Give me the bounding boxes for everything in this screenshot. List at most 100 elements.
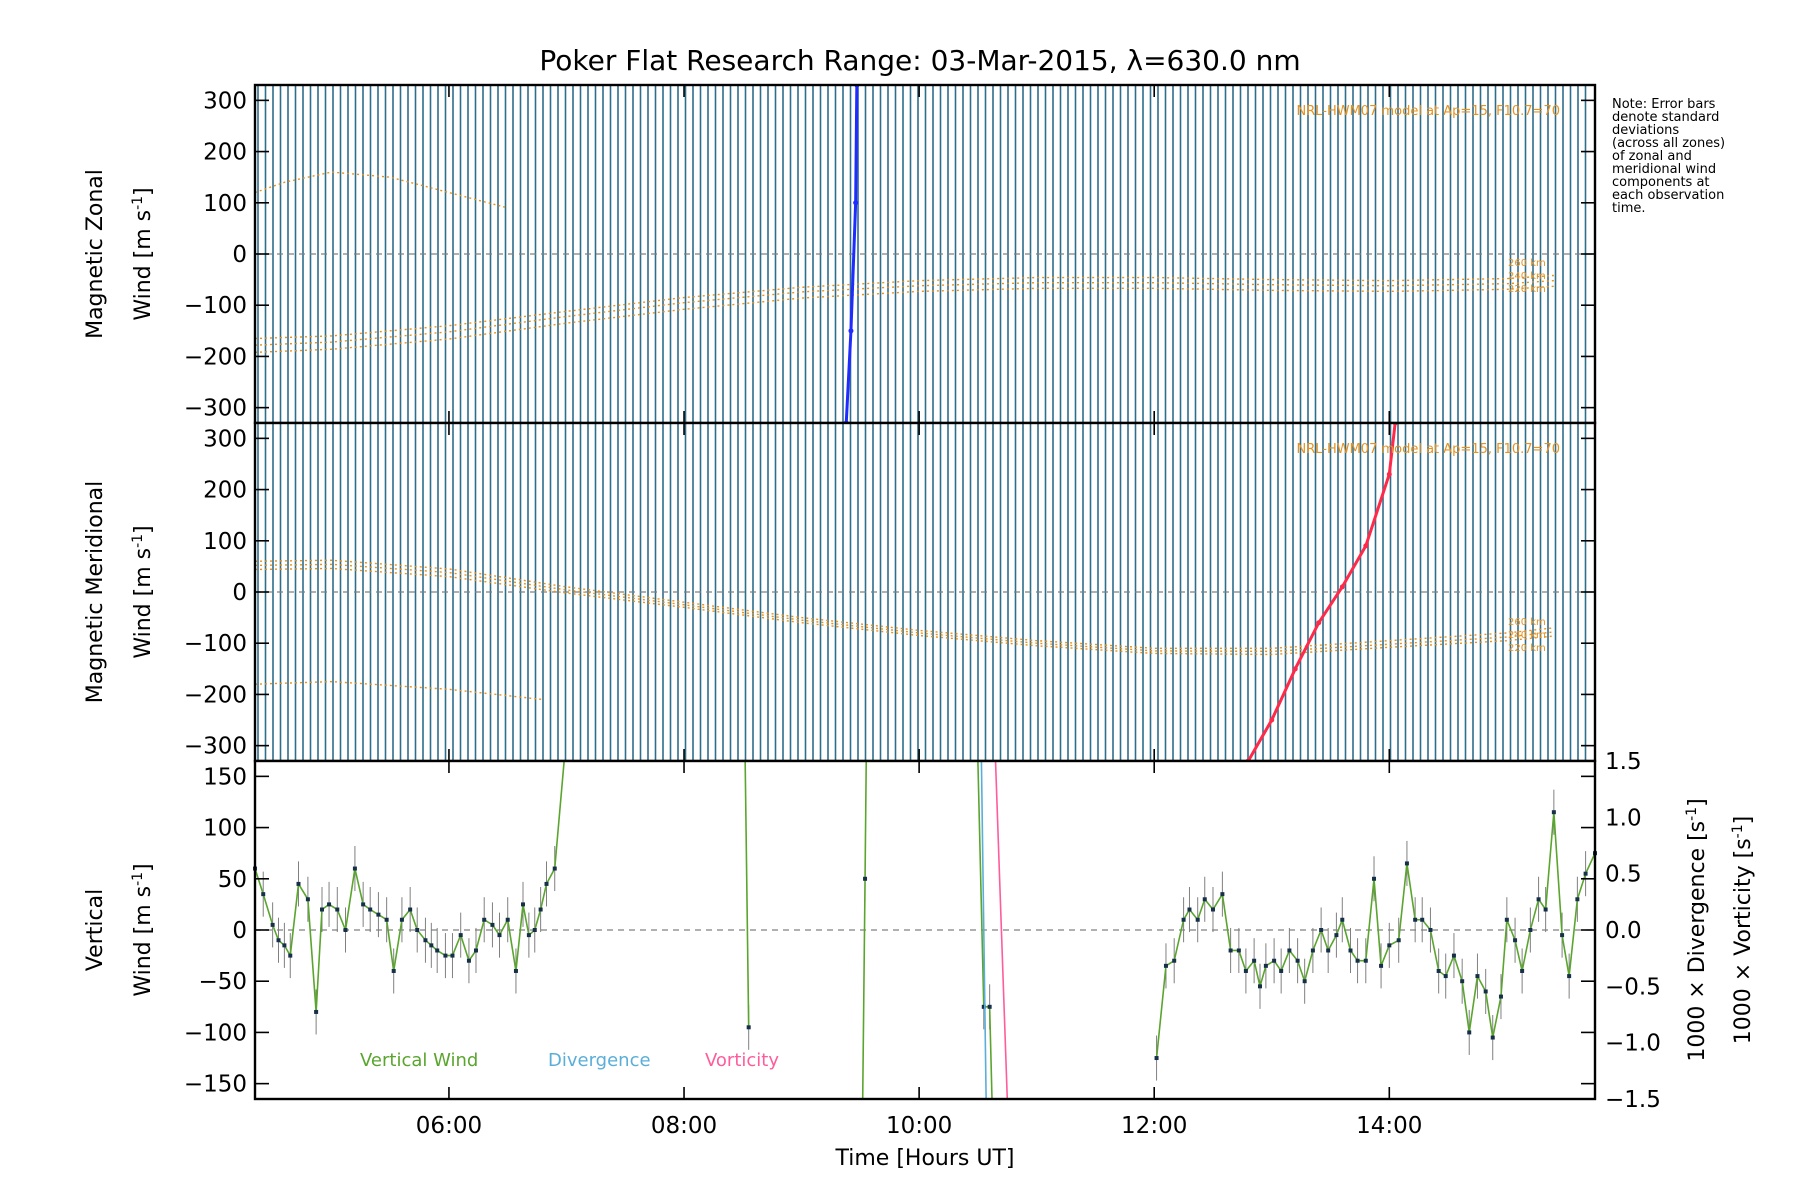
vertical-wind-point bbox=[352, 866, 357, 871]
vertical-wind-point bbox=[1567, 974, 1572, 979]
vertical-wind-point bbox=[450, 953, 455, 958]
y2-tick-label: −0.5 bbox=[1605, 974, 1661, 1000]
divergence-line bbox=[980, 761, 987, 1099]
vorticity-axis-label: 1000 × Vorticity [s-1] bbox=[1730, 816, 1756, 1044]
altitude-label: 260 km bbox=[1508, 258, 1546, 269]
vertical-wind-line bbox=[744, 761, 750, 1028]
vertical-wind-point bbox=[1258, 984, 1262, 989]
note-line: Note: Error bars bbox=[1612, 97, 1716, 112]
vertical-wind-point bbox=[482, 917, 487, 922]
model-label: NRL-HWM07 model at Ap=15, F10.7=70 bbox=[1297, 442, 1561, 457]
vertical-wind-point bbox=[1387, 943, 1392, 948]
vertical-wind-point bbox=[1436, 968, 1441, 973]
vertical-wind-point bbox=[505, 917, 510, 922]
x-tick-label: 12:00 bbox=[1121, 1113, 1187, 1139]
trace-point bbox=[1269, 717, 1275, 723]
vertical-wind-point bbox=[513, 968, 518, 973]
vertical-wind-point bbox=[1287, 948, 1292, 953]
meridional-wind-panel: 300 200 100 0 −100 −200 −300 NRL-HWM07 model at… bbox=[83, 421, 1597, 763]
vertical-wind-point bbox=[1295, 958, 1300, 963]
vertical-wind-point bbox=[1210, 907, 1215, 912]
vertical-wind-point bbox=[1451, 953, 1456, 958]
vertical-wind-point bbox=[1340, 917, 1345, 922]
vertical-wind-point bbox=[1513, 938, 1518, 943]
vertical-wind-point bbox=[423, 938, 428, 943]
vertical-wind-point bbox=[1443, 974, 1448, 979]
y-axis-label-line1: Magnetic Zonal bbox=[83, 169, 108, 339]
legend-entry: Divergence bbox=[548, 1050, 651, 1071]
vertical-wind-point bbox=[1220, 892, 1225, 897]
note-line: time. bbox=[1612, 201, 1646, 216]
y-tick-label: 300 bbox=[203, 426, 247, 452]
y-tick-label: 50 bbox=[218, 867, 247, 893]
vertical-wind-point bbox=[1319, 928, 1324, 932]
vertical-wind-point bbox=[276, 938, 281, 943]
vertical-wind-point bbox=[435, 948, 440, 953]
y-tick-label: 0 bbox=[232, 918, 247, 944]
vertical-wind-point bbox=[443, 953, 448, 958]
vertical-wind-point bbox=[1236, 948, 1241, 953]
vertical-wind-point bbox=[1420, 917, 1425, 922]
vertical-wind-point bbox=[399, 917, 404, 922]
trace-point bbox=[1292, 666, 1298, 672]
vertical-wind-point bbox=[1187, 907, 1192, 912]
vertical-wind-point bbox=[314, 1009, 319, 1014]
x-tick-label: 06:00 bbox=[416, 1113, 482, 1139]
y-tick-label: −100 bbox=[184, 1020, 247, 1046]
zonal-wind-panel: 300 200 100 0 −100 −200 −300 NRL-HWM07 model at… bbox=[83, 83, 1597, 425]
note-line: denote standard bbox=[1612, 110, 1719, 125]
vertical-wind-point bbox=[335, 907, 340, 912]
vorticity-axis-label-main: 1000 × Vorticity [s bbox=[1731, 838, 1756, 1044]
vertical-wind-point bbox=[1428, 928, 1433, 932]
vertical-wind-point bbox=[987, 1004, 992, 1009]
vorticity-line bbox=[994, 761, 1009, 1099]
vertical-wind-point bbox=[1404, 861, 1409, 866]
vertical-wind-point bbox=[1560, 933, 1565, 938]
vertical-wind-point bbox=[305, 897, 310, 902]
vertical-wind-line bbox=[977, 761, 993, 1099]
vertical-wind-point bbox=[1355, 958, 1360, 963]
vertical-wind-point bbox=[1243, 968, 1248, 973]
y2-tick-label: 0.0 bbox=[1605, 918, 1642, 944]
vertical-wind-point bbox=[1154, 1056, 1159, 1061]
vertical-wind-point bbox=[490, 922, 495, 927]
chart-title: Poker Flat Research Range: 03-Mar-2015, … bbox=[539, 44, 1300, 77]
trace-point bbox=[1339, 584, 1345, 590]
vertical-wind-point bbox=[1326, 948, 1331, 953]
vertical-wind-point bbox=[552, 866, 557, 871]
vertical-wind-point bbox=[538, 907, 543, 912]
y-tick-label: −50 bbox=[198, 969, 247, 995]
vertical-wind-point bbox=[1528, 928, 1533, 932]
vertical-wind-point bbox=[1583, 871, 1588, 876]
y-tick-label: 0 bbox=[232, 242, 247, 268]
y-axis-label-main: Wind [m s bbox=[131, 210, 156, 321]
vertical-wind-point bbox=[1172, 958, 1177, 963]
x-tick-label: 08:00 bbox=[651, 1113, 717, 1139]
model-curve bbox=[255, 680, 544, 701]
vertical-wind-point bbox=[1252, 958, 1257, 963]
vertical-wind-point bbox=[1163, 963, 1168, 968]
altitude-label: 220 km bbox=[1508, 643, 1546, 654]
vertical-wind-point bbox=[1348, 948, 1353, 953]
vertical-wind-point bbox=[526, 933, 531, 938]
y-tick-label: 150 bbox=[203, 764, 247, 790]
vertical-wind-point bbox=[261, 892, 266, 897]
vertical-wind-point bbox=[1202, 897, 1207, 902]
vertical-wind-point bbox=[376, 912, 381, 917]
vertical-wind-point bbox=[1551, 810, 1556, 815]
y-tick-label: 200 bbox=[203, 140, 247, 166]
y-tick-label: 300 bbox=[203, 88, 247, 114]
trace-point bbox=[1316, 620, 1322, 626]
vertical-wind-point bbox=[473, 948, 478, 953]
divergence-axis-label-bracket: ] bbox=[1685, 798, 1710, 807]
meridional-trace-line bbox=[1246, 423, 1397, 761]
vertical-wind-point bbox=[1543, 907, 1548, 912]
model-curve bbox=[255, 171, 508, 209]
y-tick-label: −100 bbox=[184, 293, 247, 319]
y-tick-label: −300 bbox=[184, 396, 247, 422]
x-axis-label: Time [Hours UT] bbox=[835, 1146, 1015, 1171]
y-tick-label: 100 bbox=[203, 191, 247, 217]
note-line: of zonal and bbox=[1612, 149, 1692, 164]
